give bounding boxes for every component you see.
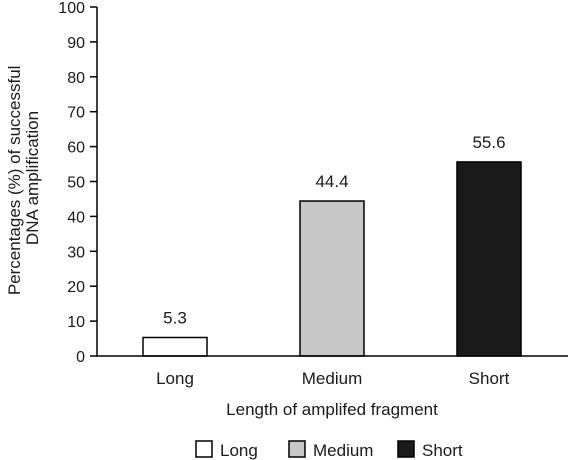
legend-swatch-medium bbox=[288, 440, 306, 458]
legend: Long Medium Short bbox=[195, 440, 463, 460]
x-tick-label-medium: Medium bbox=[302, 369, 362, 388]
y-tick-label: 40 bbox=[67, 209, 85, 226]
y-axis-title: Percentages (%) of successful DNA amplif… bbox=[5, 61, 42, 295]
legend-label-short: Short bbox=[422, 441, 463, 460]
y-tick-label: 10 bbox=[67, 314, 85, 331]
y-tick-label: 80 bbox=[67, 70, 85, 87]
y-tick-label: 0 bbox=[76, 349, 85, 366]
x-tick-label-long: Long bbox=[156, 369, 194, 388]
y-tick-label: 60 bbox=[67, 140, 85, 157]
x-axis-category-labels: Long Medium Short bbox=[156, 369, 510, 388]
y-axis-title-line-2: DNA amplification bbox=[23, 111, 42, 245]
bar-medium bbox=[299, 200, 365, 357]
y-tick-label: 100 bbox=[58, 0, 85, 17]
y-axis-title-line-1: Percentages (%) of successful bbox=[5, 66, 24, 296]
y-tick-label: 20 bbox=[67, 279, 85, 296]
y-tick-label: 90 bbox=[67, 35, 85, 52]
y-axis-ticks: 0 10 20 30 40 50 60 70 80 90 100 bbox=[58, 0, 97, 366]
data-label-medium: 44.4 bbox=[315, 172, 348, 191]
data-labels: 5.3 44.4 55.6 bbox=[163, 133, 505, 328]
bar-short bbox=[456, 161, 522, 357]
x-tick-label-short: Short bbox=[469, 369, 510, 388]
legend-label-long: Long bbox=[220, 441, 258, 460]
x-axis-title: Length of amplifed fragment bbox=[226, 400, 438, 419]
y-tick-label: 30 bbox=[67, 244, 85, 261]
y-tick-label: 50 bbox=[67, 175, 85, 192]
data-label-short: 55.6 bbox=[472, 133, 505, 152]
bars bbox=[142, 161, 522, 357]
legend-swatch-long bbox=[195, 440, 213, 458]
legend-label-medium: Medium bbox=[313, 441, 373, 460]
legend-swatch-short bbox=[397, 440, 415, 458]
data-label-long: 5.3 bbox=[163, 309, 187, 328]
bar-long bbox=[142, 336, 208, 357]
y-tick-label: 70 bbox=[67, 105, 85, 122]
